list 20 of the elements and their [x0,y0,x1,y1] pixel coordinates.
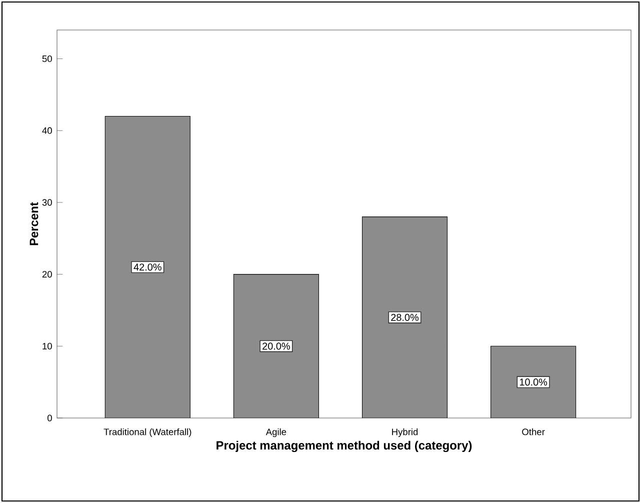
y-tick-label: 10 [42,342,52,350]
y-tick-label: 30 [42,199,52,206]
bar [233,274,319,418]
y-tick-label: 20 [42,271,52,278]
y-tick-label: 50 [42,55,52,62]
x-tick-label: Other [522,428,545,436]
x-tick-label: Agile [266,428,286,438]
x-tick-label: Traditional (Waterfall) [104,428,192,438]
data-label: 20.0% [262,342,290,350]
y-tick-label: 0 [47,414,52,422]
y-axis-title: Percent [30,202,38,246]
x-axis-title: Project management method used (category) [216,440,472,452]
data-label: 28.0% [391,314,419,321]
data-label: 10.0% [520,378,548,386]
bar [490,346,576,418]
bar [362,216,448,418]
y-tick-label: 40 [42,127,52,134]
data-label: 42.0% [134,264,162,271]
bar [104,116,190,418]
x-tick-label: Hybrid [392,428,418,438]
